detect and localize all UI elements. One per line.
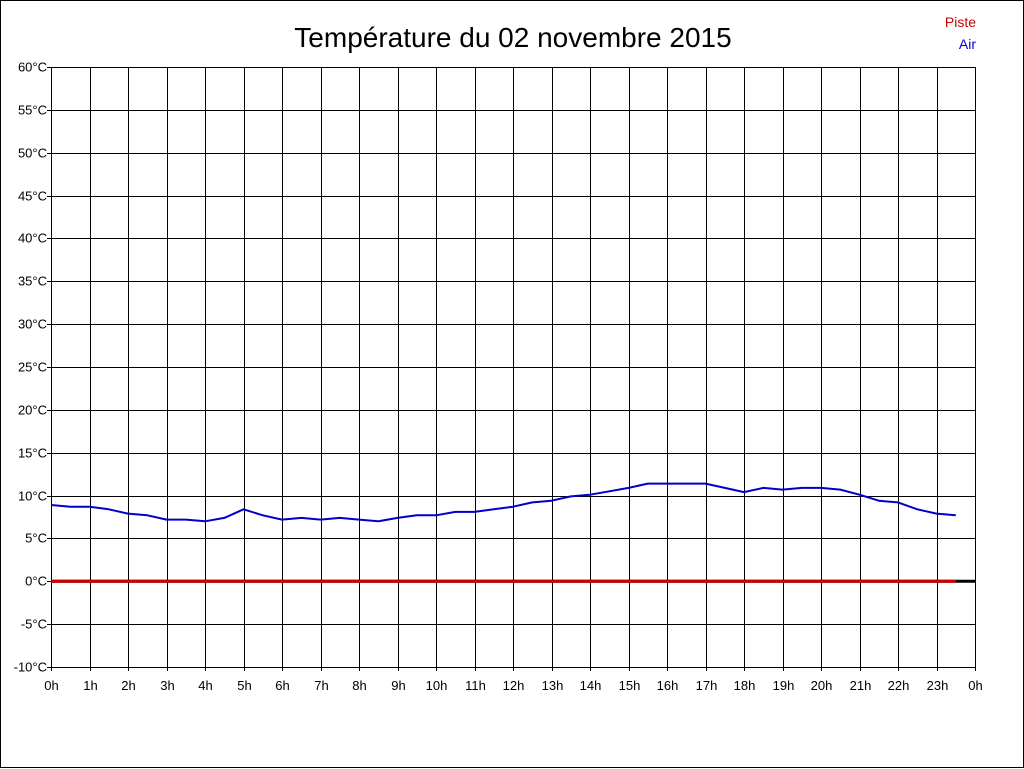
- x-axis-ticks: 0h 1h 2h 3h 4h 5h 6h 7h 8h 9h 10h 11h 12h 13h 14h 15h 16…: [44, 667, 983, 693]
- y-tick-label: 55°C: [18, 103, 47, 118]
- x-tick-label: 3h: [160, 678, 174, 693]
- y-axis-ticks: 60°C 55°C 50°C 45°C 40°C 35°C 30°C 25°C 20°C 15°C…: [14, 60, 51, 675]
- x-tick-label: 4h: [198, 678, 212, 693]
- x-tick-label: 8h: [352, 678, 366, 693]
- legend-entry-air: Air: [959, 36, 976, 52]
- x-tick-label: 6h: [275, 678, 289, 693]
- x-tick-label: 0h: [968, 678, 982, 693]
- y-tick-label: 10°C: [18, 489, 47, 504]
- legend-entry-piste: Piste: [945, 14, 976, 30]
- y-tick-label: 25°C: [18, 360, 47, 375]
- x-tick-label: 1h: [83, 678, 97, 693]
- series-line-air: [50, 482, 956, 523]
- y-tick-label: 15°C: [18, 446, 47, 461]
- x-tick-label: 0h: [44, 678, 58, 693]
- x-tick-label: 20h: [811, 678, 833, 693]
- y-tick-label: 50°C: [18, 146, 47, 161]
- chart-title: Température du 02 novembre 2015: [294, 22, 731, 53]
- y-tick-label: 30°C: [18, 317, 47, 332]
- x-tick-label: 12h: [503, 678, 525, 693]
- x-tick-label: 17h: [696, 678, 718, 693]
- y-tick-label: 60°C: [18, 60, 47, 75]
- y-tick-label: 45°C: [18, 189, 47, 204]
- x-tick-label: 9h: [391, 678, 405, 693]
- x-tick-label: 7h: [314, 678, 328, 693]
- x-tick-label: 21h: [850, 678, 872, 693]
- x-tick-label: 14h: [580, 678, 602, 693]
- x-tick-label: 5h: [237, 678, 251, 693]
- y-tick-label: 35°C: [18, 274, 47, 289]
- x-tick-label: 18h: [734, 678, 756, 693]
- series: [50, 482, 956, 583]
- x-tick-label: 15h: [619, 678, 641, 693]
- y-tick-label: 0°C: [25, 574, 47, 589]
- y-tick-label: -10°C: [14, 660, 47, 675]
- x-tick-label: 22h: [888, 678, 910, 693]
- x-tick-label: 11h: [465, 678, 486, 693]
- x-tick-label: 10h: [426, 678, 448, 693]
- y-tick-label: 20°C: [18, 403, 47, 418]
- x-tick-label: 16h: [657, 678, 679, 693]
- x-tick-label: 19h: [773, 678, 795, 693]
- x-tick-label: 2h: [121, 678, 135, 693]
- legend: Piste Air: [945, 14, 976, 52]
- y-tick-label: 5°C: [25, 531, 47, 546]
- x-tick-label: 13h: [542, 678, 564, 693]
- x-tick-label: 23h: [927, 678, 949, 693]
- grid: [51, 67, 976, 668]
- y-tick-label: 40°C: [18, 231, 47, 246]
- y-tick-label: -5°C: [21, 617, 47, 632]
